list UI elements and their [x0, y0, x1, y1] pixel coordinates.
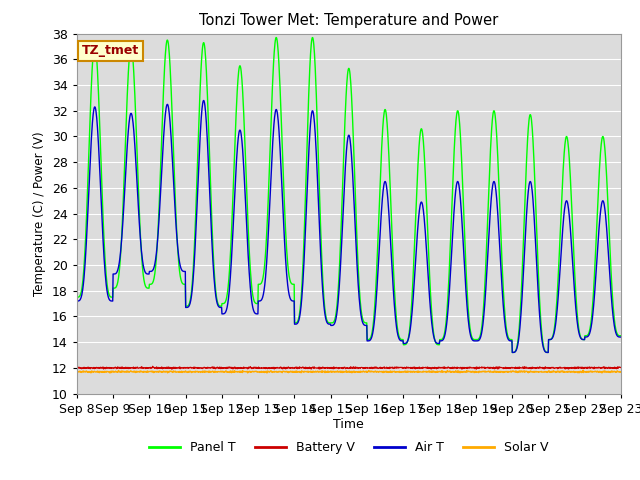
- Solar V: [137, 368, 145, 374]
- Text: TZ_tmet: TZ_tmet: [82, 44, 140, 58]
- Battery V: [73, 365, 81, 371]
- Line: Panel T: Panel T: [77, 37, 621, 352]
- Battery V: [383, 365, 391, 371]
- Battery V: [305, 365, 312, 371]
- Panel T: [73, 294, 81, 300]
- Y-axis label: Temperature (C) / Power (V): Temperature (C) / Power (V): [33, 132, 46, 296]
- Solar V: [579, 367, 587, 373]
- Air T: [383, 185, 390, 191]
- Battery V: [149, 363, 157, 369]
- Solar V: [115, 369, 123, 374]
- Panel T: [272, 35, 280, 40]
- X-axis label: Time: Time: [333, 419, 364, 432]
- Panel T: [508, 349, 516, 355]
- Air T: [316, 219, 323, 225]
- Panel T: [304, 113, 312, 119]
- Panel T: [617, 333, 625, 338]
- Line: Battery V: Battery V: [77, 366, 621, 369]
- Battery V: [115, 365, 123, 371]
- Panel T: [325, 320, 333, 326]
- Battery V: [617, 365, 625, 371]
- Air T: [73, 298, 81, 304]
- Solar V: [73, 369, 81, 374]
- Air T: [617, 334, 625, 340]
- Battery V: [316, 365, 323, 371]
- Air T: [200, 98, 207, 104]
- Battery V: [168, 366, 176, 372]
- Solar V: [263, 370, 271, 376]
- Air T: [115, 262, 123, 268]
- Battery V: [326, 365, 333, 371]
- Air T: [137, 244, 145, 250]
- Solar V: [304, 368, 312, 374]
- Solar V: [617, 369, 625, 375]
- Panel T: [137, 244, 145, 250]
- Panel T: [115, 272, 123, 277]
- Air T: [304, 167, 312, 173]
- Solar V: [325, 369, 333, 375]
- Line: Air T: Air T: [77, 101, 621, 352]
- Panel T: [383, 116, 390, 121]
- Battery V: [137, 364, 145, 370]
- Solar V: [316, 369, 323, 375]
- Line: Solar V: Solar V: [77, 370, 621, 373]
- Panel T: [316, 183, 323, 189]
- Air T: [325, 321, 333, 327]
- Air T: [508, 349, 516, 355]
- Solar V: [383, 368, 390, 374]
- Title: Tonzi Tower Met: Temperature and Power: Tonzi Tower Met: Temperature and Power: [199, 13, 499, 28]
- Legend: Panel T, Battery V, Air T, Solar V: Panel T, Battery V, Air T, Solar V: [144, 436, 554, 459]
